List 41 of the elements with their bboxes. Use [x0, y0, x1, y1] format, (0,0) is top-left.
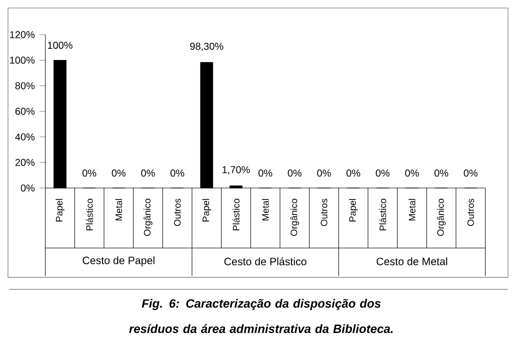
x-tick-label: Orgânico — [290, 198, 300, 236]
data-label: 0% — [141, 170, 155, 177]
data-label: 0% — [288, 170, 302, 177]
data-label: 0% — [170, 170, 184, 177]
x-tick-label: Metal — [262, 199, 269, 220]
x-tick-label: Papel — [56, 199, 64, 222]
x-tick-label: Outros — [467, 198, 474, 226]
x-tick-label: Plástico — [232, 198, 240, 230]
x-tick-label: Outros — [320, 198, 328, 226]
text: Cesto de Metal — [376, 257, 448, 266]
y-tick-label: 60% — [15, 108, 35, 115]
data-label: 0% — [434, 170, 448, 177]
caption: Fig. 6: Caracterização da disposição dos resíduos da área administrativa da Biblioteca. — [129, 298, 393, 334]
y-tick-label: 120% — [10, 31, 35, 38]
y-tick-label: 100% — [10, 56, 35, 64]
x-tick-label: Orgânico — [144, 198, 152, 236]
x-tick-label: Plástico — [379, 198, 386, 230]
y-tick-label: 80% — [15, 82, 35, 90]
data-label: 0% — [346, 170, 360, 177]
data-label: 1,70% — [222, 166, 250, 174]
text: Cesto de Papel — [82, 256, 154, 266]
data-label: 0% — [317, 170, 331, 177]
x-tick-label: Metal — [408, 199, 416, 220]
y-tick-label: 20% — [15, 158, 35, 166]
data-label: 0% — [464, 170, 478, 177]
data-label: 0% — [82, 170, 96, 177]
x-tick-label: Papel — [348, 199, 358, 222]
y-tick-label: 0% — [20, 184, 35, 192]
x-tick-label: Metal — [115, 199, 122, 220]
text: Cesto de Plástico — [224, 257, 306, 266]
data-label: 0% — [376, 170, 390, 177]
data-label: 0% — [405, 170, 419, 177]
y-tick-label: 40% — [15, 133, 35, 140]
data-label: 98,30% — [190, 42, 224, 52]
x-tick-label: Plástico — [86, 198, 93, 230]
x-tick-label: Orgânico — [436, 198, 446, 236]
data-label: 100% — [48, 42, 72, 49]
x-tick-label: Papel — [202, 199, 212, 222]
data-label: 0% — [112, 170, 126, 177]
data-label: 0% — [258, 170, 272, 177]
x-tick-label: Outros — [174, 198, 181, 226]
